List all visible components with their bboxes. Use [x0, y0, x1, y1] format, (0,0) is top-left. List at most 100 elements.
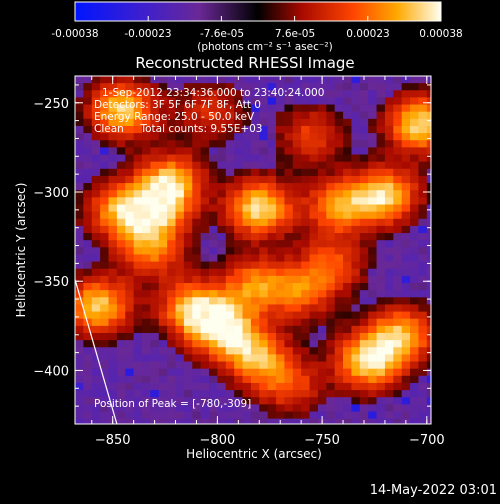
heatmap-cell: [401, 183, 411, 191]
heatmap-cell: [309, 76, 319, 84]
heatmap-cell: [108, 183, 118, 191]
heatmap-cell: [301, 368, 310, 377]
heatmap-cell: [368, 368, 377, 377]
heatmap-cell: [259, 168, 269, 177]
heatmap-cell: [125, 382, 135, 391]
heatmap-cell: [343, 211, 352, 220]
heatmap-cell: [376, 161, 386, 170]
heatmap-cell: [75, 311, 84, 320]
heatmap-cell: [175, 154, 185, 163]
heatmap-cell: [393, 254, 403, 262]
heatmap-cell: [376, 297, 386, 305]
heatmap-cell: [209, 361, 218, 370]
heatmap-cell: [334, 97, 344, 105]
heatmap-cell: [125, 197, 135, 205]
heatmap-cell: [384, 318, 394, 327]
heatmap-cell: [167, 118, 176, 127]
heatmap-cell: [183, 97, 193, 105]
heatmap-cell: [292, 183, 302, 191]
heatmap-cell: [183, 375, 193, 384]
heatmap-cell: [91, 390, 101, 398]
heatmap-cell: [75, 283, 84, 291]
heatmap-cell: [418, 304, 428, 312]
heatmap-cell: [384, 325, 394, 334]
heatmap-cell: [142, 218, 151, 227]
heatmap-cell: [284, 175, 294, 184]
heatmap-cell: [175, 90, 185, 98]
heatmap-cell: [100, 183, 109, 191]
heatmap-cell: [75, 147, 84, 155]
heatmap-cell: [192, 233, 202, 241]
heatmap-cell: [108, 261, 118, 270]
heatmap-cell: [351, 254, 361, 262]
heatmap-cell: [175, 204, 185, 213]
heatmap-cell: [158, 368, 168, 377]
heatmap-cell: [142, 404, 151, 412]
heatmap-cell: [334, 133, 344, 141]
heatmap-cell: [150, 168, 160, 177]
heatmap-cell: [267, 76, 277, 84]
heatmap-cell: [259, 247, 269, 255]
heatmap-cell: [183, 140, 193, 148]
heatmap-cell: [225, 397, 235, 405]
heatmap-cell: [418, 76, 428, 84]
heatmap-cell: [158, 161, 168, 170]
heatmap-cell: [100, 190, 109, 198]
heatmap-cell: [426, 204, 431, 213]
heatmap-cell: [250, 354, 260, 362]
heatmap-cell: [83, 418, 93, 424]
heatmap-cell: [108, 90, 118, 98]
heatmap-cell: [108, 325, 118, 334]
heatmap-cell: [175, 275, 185, 284]
heatmap-cell: [250, 340, 260, 348]
heatmap-cell: [426, 340, 431, 348]
heatmap-cell: [276, 154, 285, 163]
heatmap-cell: [292, 347, 302, 355]
heatmap-cell: [343, 283, 352, 291]
heatmap-cell: [108, 133, 118, 141]
heatmap-cell: [234, 218, 243, 227]
heatmap-cell: [83, 375, 93, 384]
heatmap-cell: [267, 140, 277, 148]
heatmap-cell: [167, 104, 176, 113]
heatmap-cell: [217, 240, 227, 248]
heatmap-cell: [209, 197, 218, 205]
heatmap-cell: [192, 390, 202, 398]
heatmap-cell: [200, 411, 210, 420]
heatmap-cell: [301, 318, 310, 327]
heatmap-cell: [326, 240, 336, 248]
heatmap-cell: [234, 90, 243, 98]
heatmap-cell: [368, 347, 377, 355]
heatmap-cell: [183, 340, 193, 348]
heatmap-cell: [384, 382, 394, 391]
heatmap-cell: [359, 275, 369, 284]
heatmap-cell: [242, 118, 252, 127]
heatmap-cell: [158, 290, 168, 298]
heatmap-cell: [317, 390, 327, 398]
heatmap-cell: [133, 233, 143, 241]
heatmap-cell: [200, 225, 210, 234]
heatmap-cell: [108, 390, 118, 398]
heatmap-cell: [359, 382, 369, 391]
heatmap-cell: [359, 404, 369, 412]
heatmap-cell: [200, 404, 210, 412]
heatmap-cell: [343, 233, 352, 241]
heatmap-cell: [242, 275, 252, 284]
heatmap-cell: [426, 375, 431, 384]
heatmap-cell: [326, 332, 336, 341]
heatmap-cell: [175, 268, 185, 277]
heatmap-cell: [292, 111, 302, 120]
heatmap-cell: [326, 83, 336, 91]
heatmap-cell: [133, 247, 143, 255]
heatmap-cell: [426, 118, 431, 127]
heatmap-cell: [376, 361, 386, 370]
heatmap-cell: [334, 111, 344, 120]
heatmap-cell: [217, 154, 227, 163]
heatmap-cell: [284, 190, 294, 198]
heatmap-cell: [225, 90, 235, 98]
heatmap-cell: [234, 97, 243, 105]
heatmap-cell: [267, 261, 277, 270]
heatmap-cell: [376, 204, 386, 213]
heatmap-cell: [368, 397, 377, 405]
heatmap-cell: [75, 197, 84, 205]
